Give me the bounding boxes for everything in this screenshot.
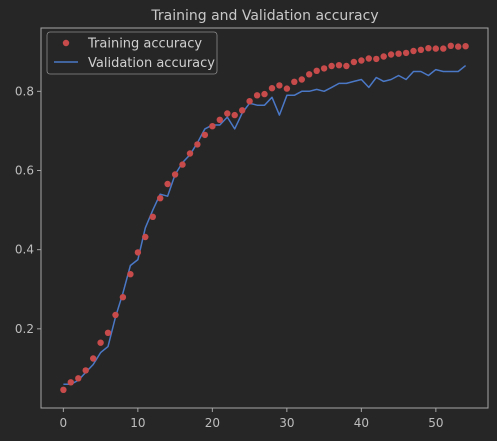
data-point-training xyxy=(373,55,380,63)
data-point-training xyxy=(395,50,402,57)
chart-title: Training and Validation accuracy xyxy=(150,8,378,24)
series-line-validation xyxy=(63,65,467,386)
legend: Training accuracy Validation accuracy xyxy=(46,31,218,75)
x-axis: 0 10 20 30 40 50 xyxy=(60,408,443,430)
data-point-training xyxy=(432,45,439,52)
data-point-training xyxy=(75,375,82,382)
data-point-training xyxy=(402,49,410,57)
data-point-training xyxy=(440,45,447,52)
data-point-training xyxy=(380,53,387,60)
data-point-training xyxy=(283,85,291,92)
data-point-training xyxy=(171,171,179,178)
legend-label-validation: Validation accuracy xyxy=(88,56,215,71)
data-point-training xyxy=(261,90,268,98)
data-point-training xyxy=(224,110,231,117)
data-point-training xyxy=(112,311,119,319)
y-axis: 0.2 0.4 0.6 0.8 xyxy=(15,84,41,336)
data-point-training xyxy=(186,150,194,157)
data-point-training xyxy=(90,355,97,362)
data-point-training xyxy=(231,111,238,119)
data-point-training xyxy=(201,131,209,139)
data-point-training xyxy=(67,379,75,386)
data-point-training xyxy=(239,107,246,114)
data-point-training xyxy=(157,195,164,202)
data-point-training xyxy=(425,45,432,52)
data-point-training xyxy=(313,67,320,75)
data-point-training xyxy=(246,98,253,105)
x-tick-label: 40 xyxy=(354,416,369,430)
data-point-training xyxy=(60,386,67,393)
data-point-training xyxy=(97,339,104,346)
y-tick-label: 0.6 xyxy=(15,164,34,178)
data-point-training xyxy=(149,213,156,220)
data-point-training xyxy=(268,85,276,92)
data-point-training xyxy=(104,329,112,336)
data-point-training xyxy=(253,92,261,99)
x-tick-label: 10 xyxy=(130,416,145,430)
data-point-training xyxy=(358,57,365,64)
data-point-training xyxy=(335,61,343,69)
data-point-training xyxy=(291,78,298,86)
legend-box xyxy=(46,31,218,75)
data-point-training xyxy=(365,55,372,62)
data-point-training xyxy=(455,43,462,50)
y-tick-label: 0.8 xyxy=(15,84,34,98)
legend-label-training: Training accuracy xyxy=(87,37,202,52)
data-point-training xyxy=(343,62,350,70)
x-tick-label: 30 xyxy=(279,416,294,430)
data-point-training xyxy=(410,47,417,55)
data-point-training xyxy=(142,233,149,241)
x-tick-label: 20 xyxy=(205,416,220,430)
data-point-training xyxy=(119,294,127,301)
data-point-training xyxy=(320,65,328,72)
data-point-training xyxy=(387,51,395,58)
data-point-training xyxy=(179,161,186,168)
plot-area xyxy=(40,27,489,409)
data-point-training xyxy=(276,82,283,89)
data-point-training xyxy=(298,76,305,83)
data-point-training xyxy=(127,271,134,278)
data-point-training xyxy=(462,43,469,50)
data-point-training xyxy=(350,58,358,66)
data-point-training xyxy=(164,180,171,188)
data-point-training xyxy=(194,141,201,148)
data-point-training xyxy=(328,62,335,70)
data-point-training xyxy=(306,71,313,78)
data-point-training xyxy=(216,116,223,124)
data-point-training xyxy=(417,46,425,53)
y-tick-label: 0.2 xyxy=(15,322,34,336)
data-point-training xyxy=(209,123,216,130)
legend-marker-training xyxy=(62,39,70,47)
x-tick-label: 0 xyxy=(60,416,68,430)
data-point-training xyxy=(447,42,454,49)
data-point-training xyxy=(82,367,89,374)
y-tick-label: 0.4 xyxy=(15,243,34,257)
data-point-training xyxy=(134,249,142,256)
x-tick-label: 50 xyxy=(428,416,443,430)
series-layer xyxy=(60,42,469,393)
